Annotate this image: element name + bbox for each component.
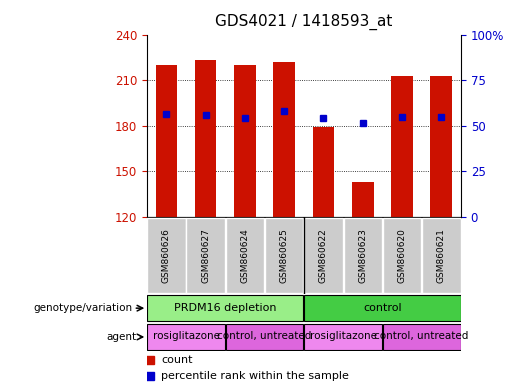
Bar bbox=[195, 60, 216, 217]
Text: control, untreated: control, untreated bbox=[374, 331, 469, 341]
Text: GSM860620: GSM860620 bbox=[398, 228, 406, 283]
Bar bbox=[226, 218, 264, 293]
Bar bbox=[186, 218, 225, 293]
Text: control, untreated: control, untreated bbox=[217, 331, 312, 341]
Text: GDS4021 / 1418593_at: GDS4021 / 1418593_at bbox=[215, 13, 392, 30]
Bar bbox=[344, 218, 382, 293]
Text: control: control bbox=[363, 303, 402, 313]
Text: GSM860625: GSM860625 bbox=[280, 228, 289, 283]
Text: GSM860626: GSM860626 bbox=[162, 228, 171, 283]
Bar bbox=[383, 324, 460, 350]
Bar bbox=[265, 218, 303, 293]
Bar bbox=[391, 76, 413, 217]
Text: rosiglitazone: rosiglitazone bbox=[310, 331, 376, 341]
Bar bbox=[383, 218, 421, 293]
Bar bbox=[304, 295, 460, 321]
Bar bbox=[156, 65, 177, 217]
Bar bbox=[313, 127, 334, 217]
Text: GSM860627: GSM860627 bbox=[201, 228, 210, 283]
Text: PRDM16 depletion: PRDM16 depletion bbox=[174, 303, 277, 313]
Bar bbox=[147, 295, 303, 321]
Text: GSM860622: GSM860622 bbox=[319, 228, 328, 283]
Text: GSM860621: GSM860621 bbox=[437, 228, 446, 283]
Bar bbox=[422, 218, 460, 293]
Bar bbox=[147, 324, 225, 350]
Text: percentile rank within the sample: percentile rank within the sample bbox=[161, 371, 349, 381]
Text: agent: agent bbox=[106, 332, 136, 342]
Bar bbox=[273, 62, 295, 217]
Bar bbox=[226, 324, 303, 350]
Text: GSM860624: GSM860624 bbox=[241, 228, 249, 283]
Text: genotype/variation: genotype/variation bbox=[33, 303, 132, 313]
Text: rosiglitazone: rosiglitazone bbox=[152, 331, 219, 341]
Bar bbox=[147, 218, 185, 293]
Text: GSM860623: GSM860623 bbox=[358, 228, 367, 283]
Bar bbox=[234, 65, 256, 217]
Bar bbox=[431, 76, 452, 217]
Bar bbox=[304, 324, 382, 350]
Text: count: count bbox=[161, 354, 193, 364]
Bar bbox=[304, 218, 342, 293]
Bar bbox=[352, 182, 373, 217]
